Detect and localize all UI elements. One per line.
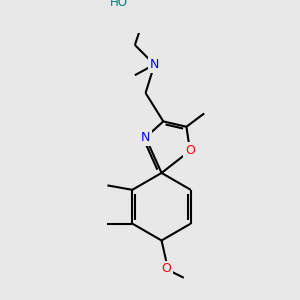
Text: N: N bbox=[150, 58, 159, 71]
Text: O: O bbox=[185, 144, 195, 157]
Text: O: O bbox=[161, 262, 171, 275]
Text: HO: HO bbox=[110, 0, 128, 9]
Text: N: N bbox=[141, 131, 150, 144]
